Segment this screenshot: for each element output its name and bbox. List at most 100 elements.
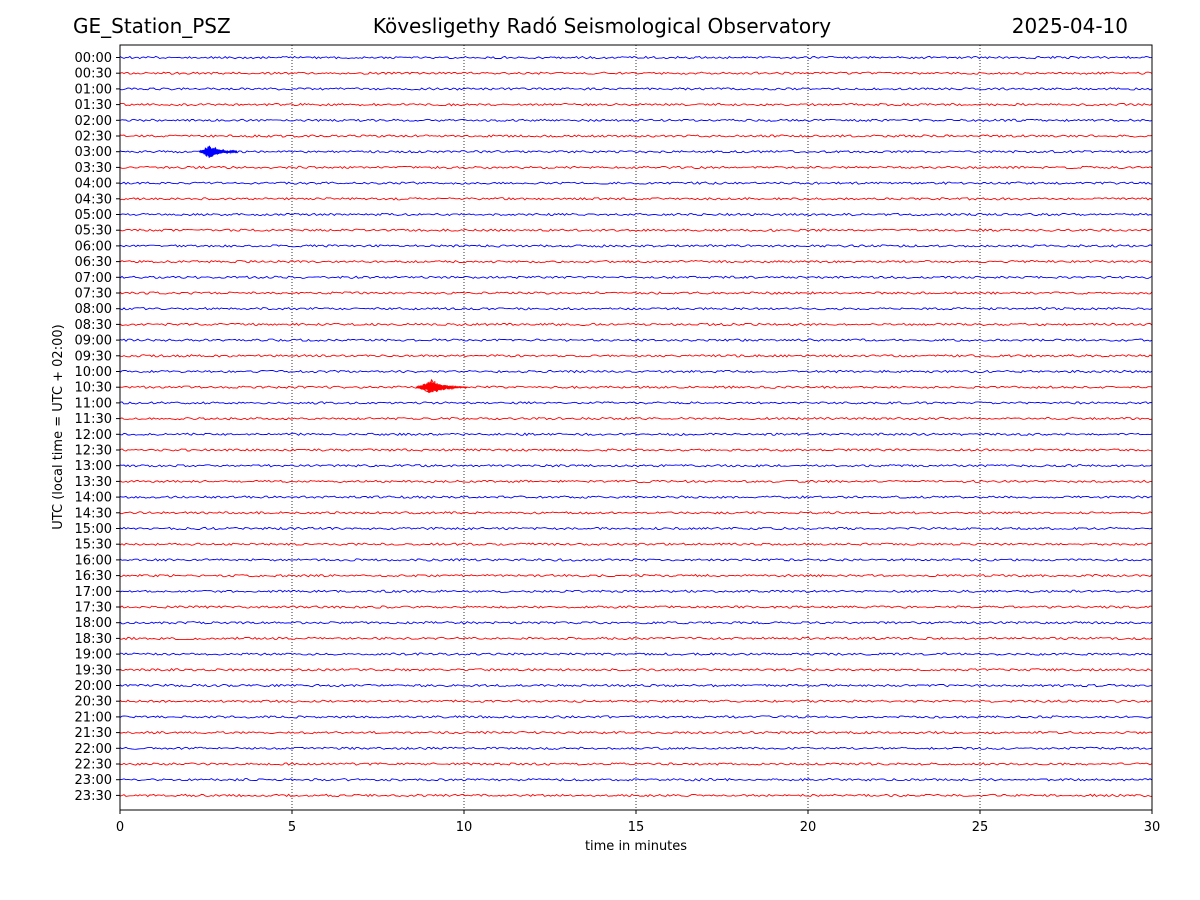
seismic-event [198,145,238,158]
y-tick-label: 11:30 [75,412,112,427]
trace-1500 [119,526,1153,531]
trace-0200 [119,118,1153,123]
x-tick-label: 10 [456,820,473,835]
y-tick-label: 13:30 [75,475,112,490]
station-label: GE_Station_PSZ [73,14,231,38]
trace-0700 [119,275,1153,279]
y-tick-label: 14:30 [75,506,112,521]
y-tick-label: 20:30 [75,695,112,710]
trace-1400 [119,495,1153,499]
y-tick-label: 17:00 [75,585,112,600]
trace-0600 [119,244,1153,248]
y-tick-label: 15:00 [75,522,112,537]
y-tick-label: 05:00 [75,208,112,223]
trace-0830 [119,322,1153,327]
trace-1200 [119,432,1153,437]
trace-2230 [119,762,1153,766]
y-tick-label: 13:00 [75,459,112,474]
trace-1700 [119,589,1153,594]
y-tick-label: 19:00 [75,648,112,663]
trace-1230 [119,448,1153,452]
y-tick-label: 02:30 [75,130,112,145]
trace-1800 [119,621,1153,625]
x-tick-label: 30 [1144,820,1161,835]
y-tick-label: 07:30 [75,287,112,302]
trace-1030 [119,378,1153,393]
x-tick-label: 5 [288,820,296,835]
y-tick-label: 18:30 [75,632,112,647]
trace-2000 [119,683,1153,688]
y-tick-label: 16:00 [75,553,112,568]
y-tick-label: 07:00 [75,271,112,286]
y-tick-label: 23:30 [75,789,112,804]
trace-0500 [119,212,1153,217]
trace-1130 [119,416,1153,421]
trace-2200 [119,746,1153,751]
trace-0430 [119,197,1153,201]
y-tick-label: 12:00 [75,428,112,443]
y-tick-label: 03:30 [75,161,112,176]
y-tick-label: 06:00 [75,239,112,254]
trace-2300 [119,777,1153,782]
trace-0230 [119,134,1153,138]
trace-1600 [119,558,1153,562]
trace-0530 [119,228,1153,232]
trace-0900 [119,338,1153,342]
y-tick-label: 16:30 [75,569,112,584]
y-tick-label: 02:00 [75,114,112,129]
trace-0630 [119,259,1153,264]
date-label: 2025-04-10 [1011,14,1128,38]
trace-0930 [119,354,1153,358]
trace-1730 [119,605,1153,609]
trace-1830 [119,636,1153,641]
x-axis-label: time in minutes [585,839,687,854]
y-tick-label: 05:30 [75,224,112,239]
trace-0800 [119,307,1153,311]
y-tick-label: 22:30 [75,758,112,773]
y-tick-label: 03:00 [75,145,112,160]
y-tick-label: 04:30 [75,192,112,207]
y-tick-label: 14:00 [75,491,112,506]
y-tick-label: 04:00 [75,177,112,192]
trace-1000 [119,369,1153,374]
trace-1930 [119,668,1153,672]
y-tick-label: 22:00 [75,742,112,757]
trace-1530 [119,542,1153,546]
trace-0100 [119,87,1153,91]
y-tick-label: 20:00 [75,679,112,694]
trace-2030 [119,699,1153,703]
y-tick-label: 00:30 [75,67,112,82]
chart-title: Kövesligethy Radó Seismological Observat… [372,14,832,38]
y-tick-label: 23:00 [75,773,112,788]
y-tick-label: 15:30 [75,538,112,553]
x-tick-label: 15 [628,820,645,835]
trace-0000 [119,55,1153,60]
y-tick-label: 01:00 [75,82,112,97]
y-tick-label: 10:00 [75,365,112,380]
trace-1300 [119,464,1153,468]
y-axis-label: UTC (local time = UTC + 02:00) [51,324,66,529]
trace-1430 [119,511,1153,515]
y-tick-label: 17:30 [75,601,112,616]
x-tick-label: 0 [116,820,124,835]
seismic-event [415,381,468,393]
trace-1100 [119,401,1153,405]
x-tick-label: 20 [800,820,817,835]
trace-0300 [119,145,1153,154]
trace-1900 [119,652,1153,656]
y-tick-label: 21:30 [75,726,112,741]
y-tick-label: 08:30 [75,318,112,333]
y-tick-label: 19:30 [75,663,112,678]
y-tick-label: 21:00 [75,710,112,725]
trace-1630 [119,573,1153,578]
y-tick-label: 09:00 [75,334,112,349]
trace-0330 [119,165,1153,170]
trace-2100 [119,715,1153,719]
y-tick-label: 11:00 [75,396,112,411]
trace-2330 [119,793,1153,798]
trace-0730 [119,291,1153,295]
trace-2130 [119,730,1153,735]
trace-0030 [119,71,1153,75]
y-tick-label: 06:30 [75,255,112,270]
